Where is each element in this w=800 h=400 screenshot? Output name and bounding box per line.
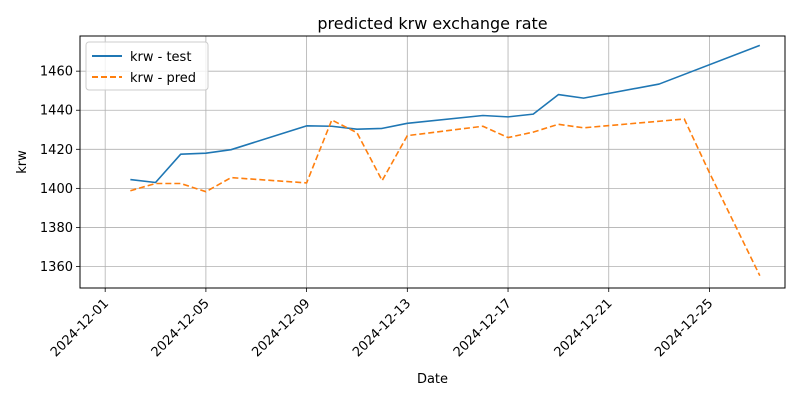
y-tick-label: 1400	[40, 182, 73, 197]
legend-label-test: krw - test	[130, 50, 191, 65]
y-tick-label: 1360	[40, 260, 73, 275]
grid	[80, 36, 785, 288]
x-axis-label: Date	[417, 372, 448, 387]
x-tick-label: 2024-12-17	[451, 296, 515, 360]
legend: krw - test krw - pred	[85, 41, 209, 91]
x-tick-label: 2024-12-09	[249, 296, 313, 360]
x-tick-label: 2024-12-05	[149, 296, 213, 360]
chart-title: predicted krw exchange rate	[317, 14, 547, 33]
legend-label-pred: krw - pred	[130, 71, 196, 86]
ticks: 2024-12-01 2024-12-05 2024-12-09 2024-12-13…	[40, 65, 716, 361]
y-tick-label: 1460	[40, 65, 73, 80]
x-tick-label: 2024-12-25	[652, 296, 716, 360]
series-line-test	[130, 44, 761, 184]
plot-frame	[79, 35, 786, 289]
x-tick-label: 2024-12-01	[48, 296, 112, 360]
x-tick-label: 2024-12-13	[350, 296, 414, 360]
y-axis-label: krw	[15, 150, 30, 174]
y-tick-label: 1420	[40, 143, 73, 158]
x-tick-label: 2024-12-21	[552, 296, 616, 360]
legend-box	[85, 41, 209, 91]
series-group	[130, 44, 761, 277]
y-tick-label: 1440	[40, 104, 73, 119]
series-line-pred	[130, 118, 761, 277]
y-tick-label: 1380	[40, 221, 73, 236]
